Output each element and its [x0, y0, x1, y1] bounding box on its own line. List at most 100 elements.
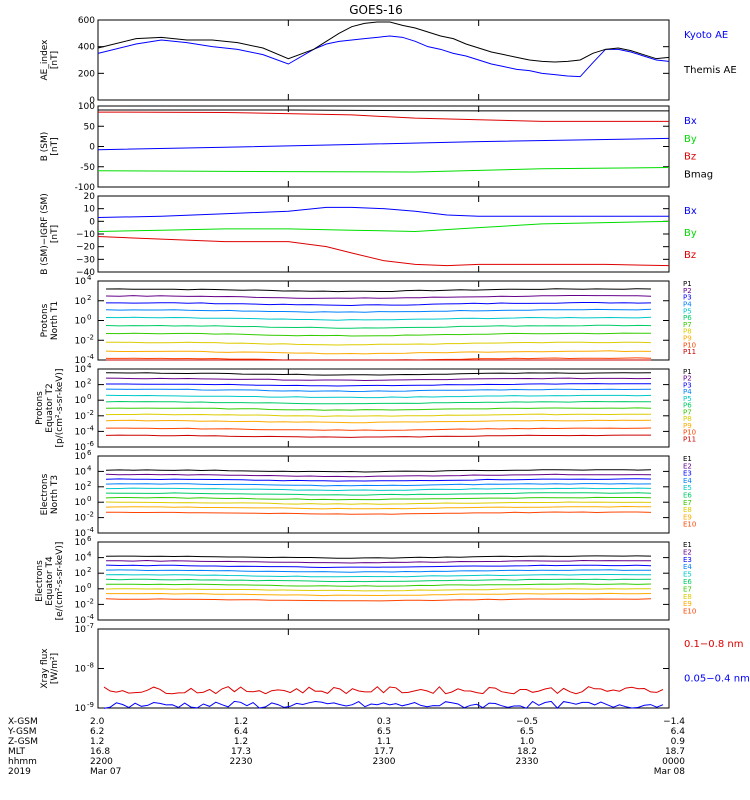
xray-series-line [103, 700, 664, 709]
legend-entry: E10 [683, 521, 696, 529]
y-tick-exponent: -2 [87, 333, 94, 341]
y-axis-label: Equator T4 [45, 556, 55, 606]
y-tick-exponent: -6 [87, 440, 95, 448]
ephemeris-value: 17.3 [231, 747, 251, 757]
legend-entry: Kyoto AE [684, 30, 728, 41]
series-line [98, 109, 669, 112]
y-axis-label: Xray flux [40, 648, 50, 689]
legend-entry: Themis AE [683, 65, 737, 76]
channel-line [105, 407, 652, 411]
y-tick-label: −40 [76, 268, 95, 278]
channel-line [105, 496, 652, 501]
y-tick-exponent: 0 [87, 495, 91, 503]
channel-line [105, 295, 652, 299]
y-tick-exponent: 2 [87, 566, 91, 574]
y-tick-exponent: -2 [87, 597, 94, 605]
ephemeris-value: 1.1 [377, 737, 391, 747]
y-tick-label: 0 [89, 217, 95, 227]
ephemeris-value: 2200 [90, 757, 113, 767]
y-tick-label: 10 [75, 427, 87, 437]
channel-line [105, 400, 652, 405]
y-tick-label: 10 [84, 205, 96, 215]
ephemeris-row-label: Y-GSM [7, 727, 36, 737]
y-tick-exponent: 6 [87, 449, 92, 457]
channel-line [105, 487, 652, 492]
legend-entry: E2 [683, 462, 692, 470]
ephemeris-value: 0000 [662, 757, 685, 767]
legend-entry: E4 [683, 563, 692, 571]
channel-line [105, 372, 652, 376]
ephemeris-row-label: hhmm [8, 757, 37, 767]
channel-line [106, 583, 652, 587]
channel-line [105, 394, 652, 399]
legend-entry: P5 [683, 395, 692, 403]
legend-entry: P11 [683, 435, 696, 443]
legend-entry: E5 [683, 484, 692, 492]
y-tick-exponent: 4 [87, 274, 92, 282]
y-axis-label: [nT] [50, 137, 60, 155]
legend-entry: P5 [683, 307, 692, 315]
y-tick-exponent: 0 [87, 582, 91, 590]
y-tick-label: 10 [75, 336, 87, 346]
channel-line [105, 419, 652, 424]
y-tick-label: 200 [78, 69, 95, 79]
legend-entry: E5 [683, 571, 692, 579]
y-tick-label: 10 [75, 498, 87, 508]
panel-frame-3 [97, 280, 670, 361]
y-tick-exponent: -4 [87, 424, 95, 432]
legend-entry: P10 [683, 429, 696, 437]
y-tick-label: 10 [75, 452, 87, 462]
y-axis-label: B (SM)−IGRF (SM) [40, 193, 50, 275]
legend-entry: E8 [683, 593, 692, 601]
legend-entry: P11 [683, 348, 696, 356]
ephemeris-value: 6.4 [234, 727, 249, 737]
plot-title: GOES-16 [349, 3, 403, 17]
series-line [97, 206, 669, 219]
ephemeris-value: 2.0 [90, 717, 105, 727]
ephemeris-row-label: MLT [8, 747, 26, 757]
channel-line [105, 483, 652, 487]
legend-entry: E6 [683, 492, 692, 500]
legend-entry: E2 [683, 548, 692, 556]
y-tick-label: 10 [75, 600, 87, 610]
legend-entry: P4 [683, 388, 692, 396]
ephemeris-value: 6.5 [520, 727, 534, 737]
y-axis-label: AE_index [40, 39, 50, 81]
y-tick-label: −30 [76, 255, 95, 265]
channel-line [105, 469, 652, 473]
legend-entry: By [684, 134, 697, 145]
ephemeris-value: 2300 [373, 757, 396, 767]
y-tick-label: 10 [75, 443, 87, 453]
panel-frame-7 [97, 628, 670, 709]
y-tick-label: -50 [80, 163, 95, 173]
channel-line [105, 588, 651, 592]
channel-line [105, 324, 652, 329]
channel-line [105, 478, 652, 482]
y-tick-label: 20 [84, 192, 96, 202]
legend-entry: P1 [683, 280, 692, 288]
y-tick-label: -100 [75, 183, 96, 193]
panel-frame-6 [97, 541, 670, 621]
y-tick-label: 10 [75, 381, 87, 391]
y-axis-label: [nT] [50, 51, 60, 69]
y-tick-exponent: 2 [87, 480, 91, 488]
y-axis-label: Electrons [35, 560, 45, 602]
legend-entry: E1 [683, 541, 692, 549]
y-tick-label: 10 [75, 569, 87, 579]
ephemeris-row-label: 2019 [8, 767, 31, 777]
y-tick-exponent: 2 [87, 378, 91, 386]
y-tick-label: 10 [75, 514, 87, 524]
y-tick-exponent: -4 [87, 526, 95, 534]
legend-entry: P8 [683, 328, 692, 336]
ephemeris-value: 18.7 [665, 747, 685, 757]
y-tick-label: 10 [75, 529, 87, 539]
y-tick-label: 10 [75, 277, 87, 287]
legend-entry: P2 [683, 287, 692, 295]
legend-entry: E7 [683, 499, 692, 507]
legend-entry: P6 [683, 314, 692, 322]
y-tick-label: 10 [75, 317, 87, 327]
channel-line [105, 434, 651, 438]
y-tick-exponent: 0 [87, 393, 91, 401]
panel-frame-5 [97, 455, 670, 534]
ephemeris-value: −0.5 [516, 717, 538, 727]
